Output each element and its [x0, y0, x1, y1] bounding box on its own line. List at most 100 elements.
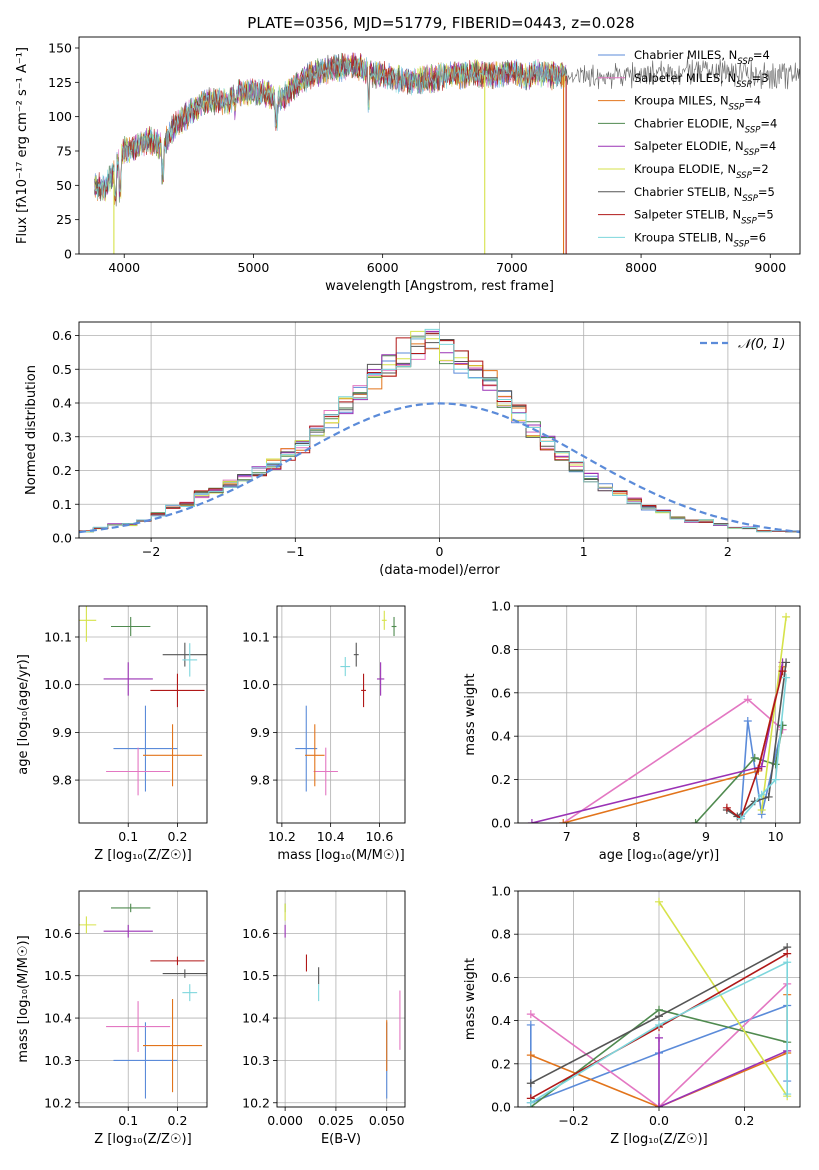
histogram-step-kroupa_stelib: [79, 328, 800, 538]
y-tick-label: 10.1: [44, 630, 72, 645]
weights-line-kroupa_stelib: [740, 677, 787, 820]
y-tick-label: 1.0: [491, 884, 511, 899]
x-tick-label: 0.1: [118, 1113, 138, 1128]
legend-label-sub: SSP: [737, 57, 753, 67]
x-tick-label: 0: [436, 544, 444, 559]
x-tick-label: −2: [142, 544, 160, 559]
weights-marker-salpeter_stelib: [783, 949, 792, 958]
y-tick-label: 9.9: [250, 725, 270, 740]
chart-title: PLATE=0356, MJD=51779, FIBERID=0443, z=0…: [247, 14, 634, 32]
y-tick-label: 10.4: [242, 1011, 270, 1026]
weights-marker-salpeter_elodie: [527, 819, 536, 823]
legend-label-tail: =4: [744, 94, 761, 108]
y-tick-label: 9.9: [52, 725, 72, 740]
y-tick-label: 100: [48, 109, 72, 124]
x-tick-label: 0.2: [735, 1113, 755, 1128]
legend-label-base: Kroupa MILES, N: [634, 94, 729, 108]
weights-line-salpeter_miles: [530, 983, 788, 1107]
legend-label: Salpeter MILES, NSSP=3: [634, 71, 769, 90]
legend-label-base: Salpeter MILES, N: [634, 71, 736, 85]
x-tick-label: 10.4: [317, 829, 345, 844]
y-tick-label: 125: [48, 75, 72, 90]
legend-label: Kroupa ELODIE, NSSP=2: [634, 162, 769, 181]
weights-marker-salpeter_stelib: [722, 803, 731, 812]
y-axis-label: Flux [fλ10⁻¹⁷ erg cm⁻² s⁻¹ A⁻¹]: [15, 47, 30, 244]
weights-marker-kroupa_stelib: [736, 814, 745, 823]
y-tick-label: 10.0: [242, 677, 270, 692]
y-tick-label: 0.6: [52, 328, 72, 343]
weights-marker-chabrier_elodie: [691, 819, 700, 823]
x-axis-label: mass [log₁₀(M/M☉)]: [277, 848, 404, 863]
weights-marker-chabrier_stelib: [526, 1079, 535, 1088]
x-tick-label: −1: [286, 544, 304, 559]
x-tick-label: 2: [724, 544, 732, 559]
legend-label-base: Kroupa STELIB, N: [634, 230, 734, 244]
weights-line-salpeter_elodie: [658, 1037, 788, 1107]
weights-line-kroupa_elodie: [760, 616, 787, 811]
y-axis-label: mass [log₁₀(M/M☉)]: [16, 935, 31, 1062]
weights-marker-kroupa_stelib: [783, 1090, 792, 1099]
x-tick-label: 10.2: [268, 829, 296, 844]
weights-marker-kroupa_stelib: [655, 1020, 663, 1029]
errorbar-group: [79, 606, 207, 796]
legend-label: Chabrier ELODIE, NSSP=4: [634, 116, 777, 135]
legend-label-sub: SSP: [741, 217, 757, 227]
weights-line-kroupa_elodie: [658, 901, 788, 1097]
y-tick-label: 9.8: [52, 773, 72, 788]
y-tick-label: 0.0: [52, 531, 72, 546]
weights-marker-salpeter_stelib: [778, 667, 787, 676]
y-axis-label: mass weight: [463, 673, 478, 755]
x-tick-label: 0.0: [649, 1113, 669, 1128]
legend-label-sub: SSP: [744, 148, 760, 158]
legend-label-sub: SSP: [736, 171, 752, 181]
weights-marker-chabrier_elodie: [778, 721, 787, 730]
weights-marker-salpeter_elodie: [655, 1103, 663, 1107]
weights-line-salpeter_miles: [562, 698, 784, 823]
weights-marker-kroupa_elodie: [757, 805, 766, 814]
legend-label-base: Salpeter ELODIE, N: [634, 139, 744, 153]
legend-label-tail: =3: [752, 71, 769, 85]
weights-marker-kroupa_elodie: [655, 897, 663, 906]
errorbar-group: [295, 610, 397, 796]
legend-label-base: Chabrier ELODIE, N: [634, 116, 745, 130]
x-tick-label: 9: [702, 829, 710, 844]
weights-line-salpeter_stelib: [726, 670, 784, 821]
y-tick-label: 10.0: [44, 677, 72, 692]
weights-marker-kroupa_stelib: [782, 673, 791, 682]
y-tick-label: 0.6: [491, 970, 511, 985]
x-axis-label: Z [log₁₀(Z/Z☉)]: [610, 1132, 707, 1147]
y-tick-label: 0.1: [52, 497, 72, 512]
legend-label-base: Salpeter STELIB, N: [634, 208, 741, 222]
legend-label: Kroupa MILES, NSSP=4: [634, 94, 761, 113]
x-tick-label: 5000: [238, 260, 270, 275]
legend-label: Kroupa STELIB, NSSP=6: [634, 230, 766, 249]
y-axis-label: age [log₁₀(age/yr)]: [16, 654, 31, 775]
y-tick-label: 0.8: [491, 642, 511, 657]
y-tick-label: 0.0: [491, 1100, 511, 1115]
x-tick-label: 6000: [367, 260, 399, 275]
legend-label-sub: SSP: [745, 125, 761, 135]
x-axis-label: (data-model)/error: [379, 563, 500, 578]
y-tick-label: 10.6: [242, 926, 270, 941]
weights-marker-salpeter_miles: [526, 1010, 535, 1019]
errorbar-group: [284, 903, 401, 1099]
legend-label-sub: SSP: [736, 80, 752, 90]
y-tick-label: 0.8: [491, 927, 511, 942]
axes-frame: [517, 605, 801, 824]
weights-marker-kroupa_stelib: [757, 790, 766, 799]
weights-line-kroupa_miles: [563, 666, 784, 823]
y-tick-label: 0.2: [491, 1056, 511, 1071]
legend-label-tail: =4: [759, 139, 776, 153]
y-tick-label: 10.3: [242, 1053, 270, 1068]
x-tick-label: 1: [580, 544, 588, 559]
legend-label-tail: =6: [749, 230, 766, 244]
x-tick-label: 9000: [754, 260, 786, 275]
spectrum-line-kroupa_stelib: [94, 54, 567, 201]
y-tick-label: 150: [48, 40, 72, 55]
y-tick-label: 0.2: [52, 463, 72, 478]
weights-marker-salpeter_elodie: [655, 1033, 663, 1042]
normal-curve: [79, 402, 800, 534]
y-tick-label: 10.3: [44, 1053, 72, 1068]
y-tick-label: 10.2: [242, 1095, 270, 1110]
weights-marker-kroupa_stelib: [526, 1098, 535, 1107]
